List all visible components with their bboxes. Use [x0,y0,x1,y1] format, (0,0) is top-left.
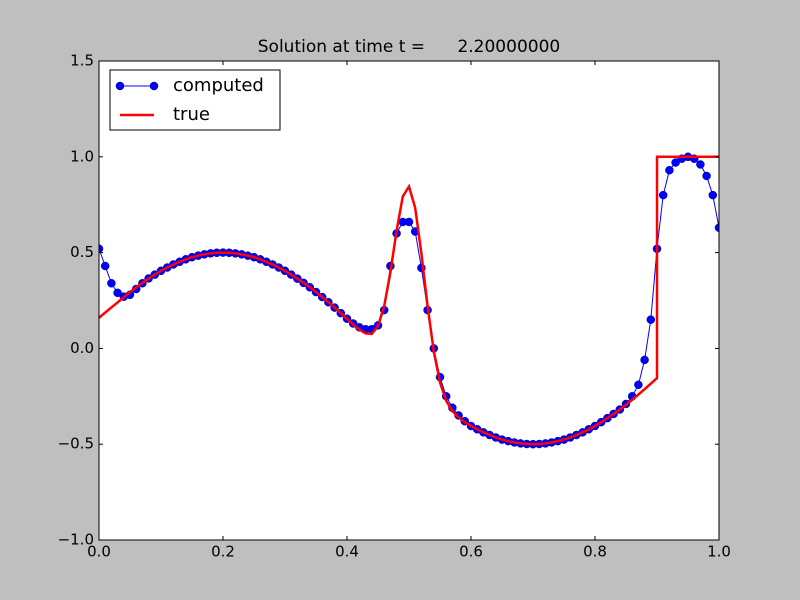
x-tick-label: 0.8 [583,543,607,561]
marker [671,158,680,167]
y-tick-label: −1.0 [58,531,94,549]
y-tick-label: 1.0 [70,147,94,165]
legend-box [109,69,281,131]
legend: computed true [109,69,281,131]
marker [665,165,674,175]
x-tick-label: 0.0 [87,543,111,561]
y-tick-label: 1.5 [70,52,94,70]
marker [107,279,116,288]
y-tick-label: −0.5 [58,435,94,453]
y-tick-label: 0.5 [70,243,94,261]
x-tick-label: 1.0 [707,543,731,561]
marker [696,160,705,169]
series-line [99,155,719,446]
plot-layer [99,152,719,449]
marker [100,261,110,271]
marker [646,315,656,324]
legend-marker [115,81,125,91]
x-tick-label: 0.2 [211,543,235,561]
x-tick-label: 0.6 [459,543,483,561]
chart-title: Solution at time t = 2.20000000 [258,37,560,57]
marker [658,190,668,200]
legend-label: true [173,104,210,125]
marker [640,355,649,365]
marker [99,244,104,254]
plot-frame [98,60,720,541]
marker [404,217,414,227]
plot-area [99,61,719,540]
x-tick-label: 0.4 [335,543,359,561]
legend-marker [149,81,159,91]
marker [634,380,643,390]
legend-label: computed [173,75,264,96]
marker [113,288,122,298]
marker [708,190,718,200]
marker [714,223,719,232]
y-tick-label: 0.0 [70,339,94,357]
marker [702,171,711,181]
